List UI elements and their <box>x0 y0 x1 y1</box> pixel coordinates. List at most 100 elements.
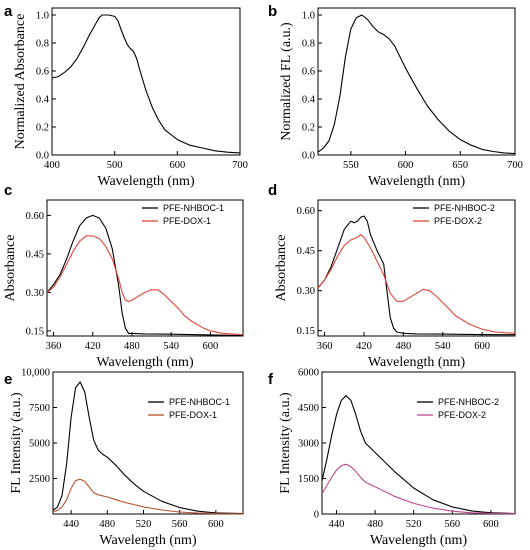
y-axis-label: FL Intensity (a.u.) <box>278 392 293 494</box>
y-tick-label: 1500 <box>298 474 319 485</box>
x-tick-label: 520 <box>406 519 422 530</box>
y-tick-label: 6000 <box>298 368 319 379</box>
series-line-pfe-nhboc-2 <box>321 395 516 515</box>
y-axis-label: Normalized Absorbance <box>13 14 28 150</box>
x-tick-label: 540 <box>163 341 179 352</box>
panel-c: c 360 420 480 540 600 0.15 0.30 0.45 0.60 Waveleng… <box>3 182 244 370</box>
y-tick-label: 7500 <box>29 403 50 414</box>
plot-frame <box>321 371 516 515</box>
x-tick-label: 480 <box>395 341 411 352</box>
panel-a: a 400 500 600 700 0.0 0.2 0.4 0.6 0.8 1.0 Wavelengt… <box>4 3 248 189</box>
x-tick-label: 600 <box>169 160 185 171</box>
y-tick-label: 0.45 <box>297 246 315 257</box>
x-tick-label: 360 <box>46 341 62 352</box>
series-line-pfe-dox-2 <box>321 463 516 515</box>
x-axis-label: Wavelength (nm) <box>97 174 195 189</box>
y-tick-label: 1.0 <box>302 11 315 22</box>
x-tick-label: 600 <box>398 160 414 171</box>
x-tick-label: 650 <box>452 160 468 171</box>
x-tick-label: 600 <box>483 519 499 530</box>
y-tick-label: 0.4 <box>36 95 50 106</box>
y-tick-label: 0.30 <box>297 286 315 297</box>
x-tick-label: 540 <box>435 341 451 352</box>
x-tick-label: 500 <box>107 160 123 171</box>
panel-e: e 440 480 520 560 600 2500 5000 7500 10,000 Wavele… <box>4 368 244 548</box>
y-tick-label: 0.4 <box>302 95 316 106</box>
y-axis-label: Normalized FL (a.u.) <box>279 22 294 141</box>
panel-letter: e <box>4 371 12 388</box>
x-tick-label: 520 <box>136 519 152 530</box>
y-tick-label: 0.0 <box>302 151 315 162</box>
series-line-pfe-dox-1 <box>46 235 244 336</box>
y-tick-label: 0.15 <box>26 326 44 337</box>
x-tick-label: 550 <box>343 160 359 171</box>
y-tick-label: 0.2 <box>36 123 49 134</box>
x-tick-label: 560 <box>444 519 460 530</box>
y-axis-label: Absorbance <box>3 235 18 302</box>
x-tick-label: 700 <box>507 160 523 171</box>
plot-frame <box>317 199 516 337</box>
legend-label: PFE-DOX-1 <box>169 410 217 420</box>
x-tick-label: 400 <box>44 160 60 171</box>
panel-letter: c <box>4 182 12 199</box>
series-line-spectrum <box>51 14 241 154</box>
y-tick-label: 4500 <box>298 403 319 414</box>
panel-d: d 360 420 480 540 600 0.15 0.30 0.45 0.60 Waveleng… <box>268 182 516 370</box>
x-tick-label: 420 <box>85 341 101 352</box>
x-tick-label: 480 <box>99 519 115 530</box>
y-axis-label: Absorbance <box>274 235 289 302</box>
series-line-pfe-nhboc-1 <box>46 214 244 337</box>
x-axis-label: Wavelength (nm) <box>370 533 468 548</box>
series-line-pfe-nhboc-2 <box>317 215 515 336</box>
legend-label: PFE-NHBOC-2 <box>438 397 499 407</box>
x-tick-label: 600 <box>208 519 224 530</box>
x-axis-label: Wavelength (nm) <box>368 355 466 370</box>
y-tick-label: 0.60 <box>297 206 315 217</box>
x-tick-label: 700 <box>232 160 248 171</box>
x-tick-label: 360 <box>317 341 333 352</box>
panel-letter: b <box>268 3 277 20</box>
y-tick-label: 0.30 <box>26 288 44 299</box>
legend-label: PFE-DOX-1 <box>163 216 211 226</box>
panel-letter: f <box>268 371 274 388</box>
x-tick-label: 480 <box>367 519 383 530</box>
panel-letter: d <box>268 182 277 199</box>
x-tick-label: 560 <box>172 519 188 530</box>
x-axis-label: Wavelength (nm) <box>99 533 197 548</box>
legend-label: PFE-NHBOC-2 <box>434 203 495 213</box>
y-tick-label: 2500 <box>29 474 50 485</box>
panel-b: b 550 600 650 700 0.0 0.2 0.4 0.6 0.8 1.0 Wavelengt… <box>268 3 523 189</box>
x-tick-label: 480 <box>124 341 140 352</box>
plot-frame <box>317 7 516 156</box>
x-tick-label: 440 <box>329 519 345 530</box>
series-line-pfe-nhboc-1 <box>52 381 244 515</box>
y-tick-label: 5000 <box>29 439 50 450</box>
legend-label: PFE-DOX-2 <box>438 410 486 420</box>
y-axis-label: FL Intensity (a.u.) <box>9 392 24 494</box>
x-axis-label: Wavelength (nm) <box>96 355 194 370</box>
y-tick-label: 0.8 <box>36 39 49 50</box>
y-tick-label: 10,000 <box>21 368 50 379</box>
series-line-pfe-dox-2 <box>317 234 516 334</box>
x-tick-label: 420 <box>356 341 372 352</box>
y-tick-label: 1.0 <box>36 11 49 22</box>
legend-label: PFE-DOX-2 <box>434 216 482 226</box>
y-tick-label: 0 <box>314 510 319 521</box>
series-line-spectrum <box>317 14 516 155</box>
y-tick-label: 0.2 <box>302 123 315 134</box>
x-tick-label: 600 <box>202 341 218 352</box>
y-tick-label: 3000 <box>298 439 319 450</box>
y-tick-label: 0.6 <box>36 67 49 78</box>
legend-label: PFE-NHBOC-1 <box>163 203 224 213</box>
x-axis-label: Wavelength (nm) <box>368 174 466 189</box>
y-tick-label: 0.8 <box>302 39 315 50</box>
series-line-pfe-dox-1 <box>52 478 244 515</box>
y-tick-label: 0.0 <box>36 151 49 162</box>
plot-frame <box>52 371 244 515</box>
x-tick-label: 440 <box>63 519 79 530</box>
y-tick-label: 0.60 <box>26 211 44 222</box>
x-tick-label: 600 <box>474 341 490 352</box>
legend-label: PFE-NHBOC-1 <box>169 397 230 407</box>
